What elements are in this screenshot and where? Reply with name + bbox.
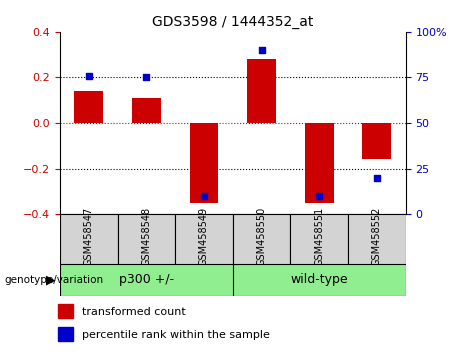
Text: GSM458549: GSM458549 <box>199 207 209 266</box>
Point <box>142 75 150 80</box>
FancyBboxPatch shape <box>60 264 406 296</box>
Bar <box>58 327 72 341</box>
Text: GSM458548: GSM458548 <box>142 207 151 266</box>
FancyBboxPatch shape <box>233 214 290 264</box>
Text: transformed count: transformed count <box>82 307 185 316</box>
Text: GSM458547: GSM458547 <box>84 207 94 266</box>
FancyBboxPatch shape <box>60 214 118 264</box>
Text: ▶: ▶ <box>46 273 55 286</box>
Text: GSM458552: GSM458552 <box>372 207 382 266</box>
Point <box>373 175 381 181</box>
Point <box>85 73 92 79</box>
Text: wild-type: wild-type <box>290 273 348 286</box>
Text: GSM458550: GSM458550 <box>257 207 266 266</box>
FancyBboxPatch shape <box>348 214 406 264</box>
Point <box>258 47 266 53</box>
FancyBboxPatch shape <box>290 214 348 264</box>
Bar <box>305 123 334 203</box>
Text: genotype/variation: genotype/variation <box>5 275 104 285</box>
Point <box>200 193 207 199</box>
FancyBboxPatch shape <box>175 214 233 264</box>
Bar <box>362 123 391 159</box>
FancyBboxPatch shape <box>118 214 175 264</box>
Bar <box>189 123 219 203</box>
Bar <box>247 59 276 123</box>
Bar <box>74 91 103 123</box>
Bar <box>58 304 72 318</box>
Text: p300 +/-: p300 +/- <box>119 273 174 286</box>
Bar <box>132 98 161 123</box>
Text: GSM458551: GSM458551 <box>314 207 324 266</box>
Text: percentile rank within the sample: percentile rank within the sample <box>82 330 270 339</box>
Title: GDS3598 / 1444352_at: GDS3598 / 1444352_at <box>152 16 313 29</box>
Point <box>315 193 323 199</box>
